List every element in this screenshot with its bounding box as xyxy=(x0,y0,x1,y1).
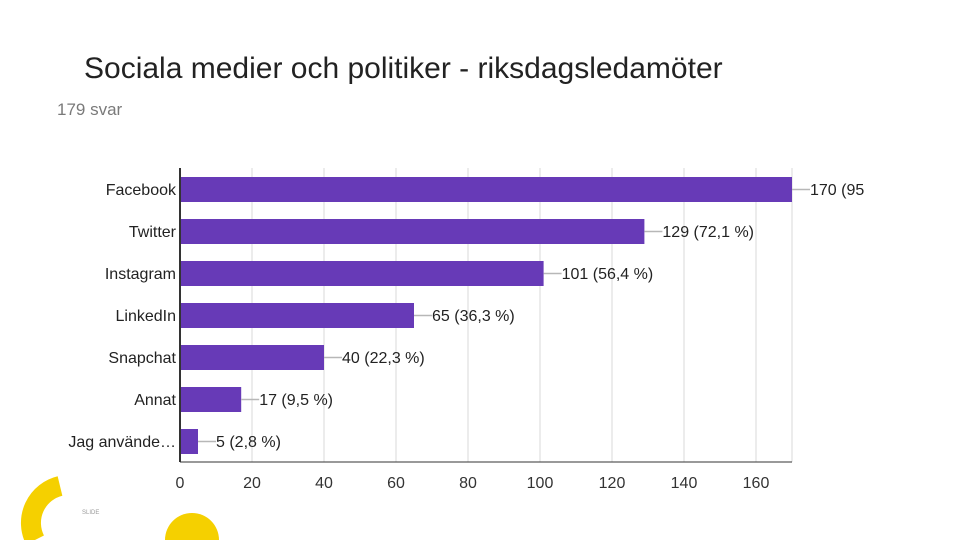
x-tick-label: 20 xyxy=(243,475,261,492)
category-label: Snapchat xyxy=(108,350,176,367)
x-tick-label: 140 xyxy=(671,475,698,492)
footer-text: SLIDE xyxy=(82,510,100,516)
logo-dot xyxy=(165,513,219,540)
data-label: 170 (95 xyxy=(810,182,864,199)
category-label: Twitter xyxy=(129,224,177,241)
x-tick-label: 40 xyxy=(315,475,333,492)
category-label: Annat xyxy=(134,392,176,409)
category-label: Instagram xyxy=(105,266,176,283)
bar xyxy=(180,219,645,244)
bar xyxy=(180,303,414,328)
data-label: 17 (9,5 %) xyxy=(259,392,333,409)
bar xyxy=(180,261,544,286)
bar xyxy=(180,429,198,454)
response-count: 179 svar xyxy=(57,100,123,119)
x-tick-label: 0 xyxy=(176,475,185,492)
bar xyxy=(180,345,324,370)
category-label: Facebook xyxy=(106,182,177,199)
data-label: 5 (2,8 %) xyxy=(216,434,281,451)
x-tick-label: 60 xyxy=(387,475,405,492)
logo-arc xyxy=(20,476,63,540)
x-tick-label: 160 xyxy=(743,475,770,492)
slide-title: Sociala medier och politiker - riksdagsl… xyxy=(84,52,723,85)
data-label: 65 (36,3 %) xyxy=(432,308,515,325)
logo-decoration xyxy=(20,476,219,540)
category-label: Jag använde… xyxy=(68,434,176,451)
data-label: 40 (22,3 %) xyxy=(342,350,425,367)
x-tick-label: 120 xyxy=(599,475,626,492)
bar xyxy=(180,177,792,202)
x-tick-label: 100 xyxy=(527,475,554,492)
bar xyxy=(180,387,242,412)
data-label: 129 (72,1 %) xyxy=(662,224,754,241)
x-tick-label: 80 xyxy=(459,475,477,492)
data-label: 101 (56,4 %) xyxy=(562,266,654,283)
category-label: LinkedIn xyxy=(116,308,177,325)
